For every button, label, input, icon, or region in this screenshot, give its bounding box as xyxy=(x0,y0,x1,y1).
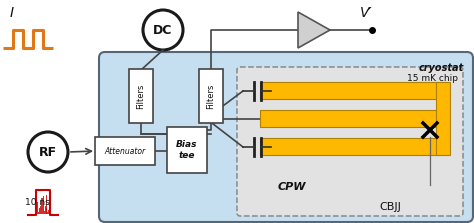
Text: Attenuator: Attenuator xyxy=(104,147,146,155)
Text: Filters: Filters xyxy=(207,83,216,109)
Text: V′: V′ xyxy=(360,6,373,20)
FancyBboxPatch shape xyxy=(129,69,153,123)
FancyBboxPatch shape xyxy=(260,138,438,155)
FancyBboxPatch shape xyxy=(237,67,463,216)
FancyBboxPatch shape xyxy=(99,52,473,222)
Text: I: I xyxy=(10,6,14,20)
FancyBboxPatch shape xyxy=(260,82,438,99)
Text: Bias
tee: Bias tee xyxy=(176,140,198,160)
Text: 15 mK chip: 15 mK chip xyxy=(407,74,458,83)
Text: RF: RF xyxy=(39,145,57,159)
FancyBboxPatch shape xyxy=(167,127,207,173)
Text: CBJJ: CBJJ xyxy=(379,202,401,212)
Text: 10 ns: 10 ns xyxy=(25,198,50,207)
Text: Filters: Filters xyxy=(137,83,146,109)
FancyBboxPatch shape xyxy=(436,82,450,155)
Polygon shape xyxy=(298,12,330,48)
Text: CPW: CPW xyxy=(278,182,307,192)
Text: DC: DC xyxy=(153,23,173,37)
FancyBboxPatch shape xyxy=(260,110,438,127)
FancyBboxPatch shape xyxy=(199,69,223,123)
Text: cryostat: cryostat xyxy=(419,63,464,73)
FancyBboxPatch shape xyxy=(95,137,155,165)
Circle shape xyxy=(143,10,183,50)
Circle shape xyxy=(28,132,68,172)
